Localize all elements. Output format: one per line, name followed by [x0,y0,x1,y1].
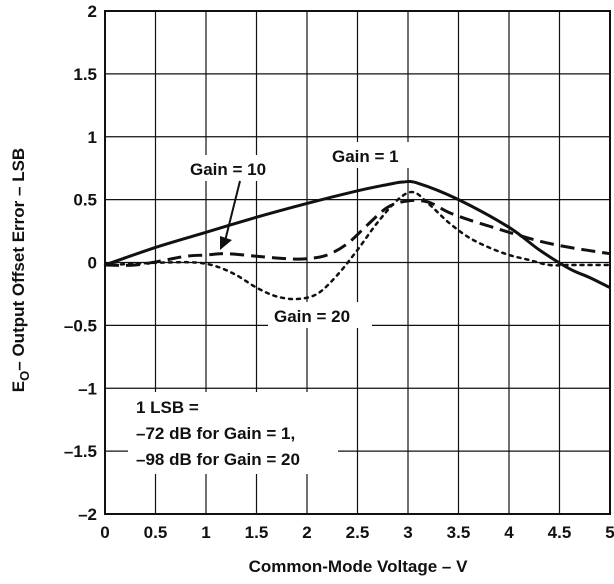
lsb-note-bg [128,392,338,474]
x-tick-label: 3.5 [447,523,471,542]
y-tick-label: 0.5 [73,191,97,210]
x-axis-label: Common-Mode Voltage – V [249,557,468,576]
y-axis-label-main: E [9,381,28,392]
gain20-label-bg [268,302,372,328]
series-lines [103,179,612,301]
y-axis-label-rest: – Output Offset Error – LSB [9,148,28,371]
gain10-arrowhead [220,236,232,250]
y-tick-label: 0 [88,254,97,273]
y-tick-label: 1 [88,128,97,147]
x-tick-label: 4 [504,523,514,542]
y-tick-label: 2 [88,2,97,21]
x-tick-label: 3 [403,523,412,542]
y-tick-label: –2 [78,505,97,524]
x-tick-label: 4.5 [548,523,572,542]
y-tick-label: 1.5 [73,65,97,84]
x-tick-label: 1 [201,523,210,542]
lsb-note-line1: 1 LSB = [136,398,199,417]
gain10-label: Gain = 10 [190,160,266,179]
x-tick-label: 1.5 [245,523,269,542]
gain10-pointer-arrow [224,180,241,242]
x-tick-label: 5 [605,523,614,542]
y-tick-label: –1 [78,379,97,398]
series-line-gain-20 [103,190,612,301]
x-tick-label: 0 [100,523,109,542]
plot-frame [104,10,611,515]
series-line-gain-10 [104,198,611,267]
lsb-note-line3: –98 dB for Gain = 20 [136,450,300,469]
y-tick-label: –0.5 [64,316,97,335]
gain1-label: Gain = 1 [332,147,399,166]
x-tick-label: 2 [302,523,311,542]
x-tick-label: 2.5 [346,523,370,542]
series-line-gain-1 [104,179,611,289]
lsb-note-line2: –72 dB for Gain = 1, [136,424,295,443]
y-axis-label-subscript: O [17,371,32,381]
y-tick-labels: 2 1.5 1 0.5 0 –0.5 –1 –1.5 –2 [64,2,97,524]
gain10-label-bg [184,155,288,181]
gain20-label: Gain = 20 [274,307,350,326]
gain1-label-bg [326,142,416,168]
x-tick-label: 0.5 [144,523,168,542]
y-axis-label: EO– Output Offset Error – LSB [9,148,32,392]
x-tick-labels: 0 0.5 1 1.5 2 2.5 3 3.5 4 4.5 5 [100,523,614,542]
y-tick-label: –1.5 [64,442,97,461]
